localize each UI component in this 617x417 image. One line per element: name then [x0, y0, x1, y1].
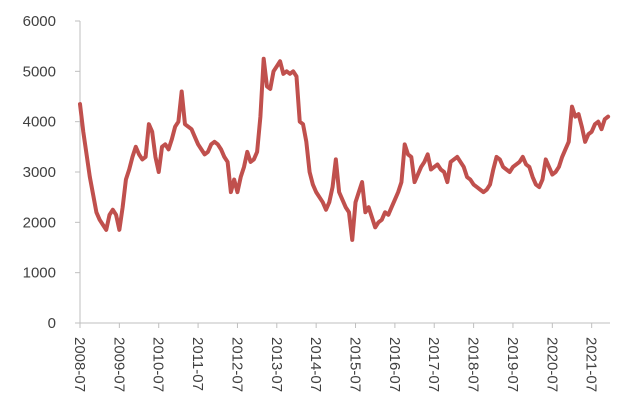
x-tick-label: 2021-07 [583, 337, 600, 392]
x-tick-label: 2011-07 [189, 337, 206, 391]
x-tick-label: 2014-07 [307, 337, 324, 392]
x-tick-label: 2020-07 [543, 337, 560, 392]
y-tick-label: 1000 [23, 265, 56, 282]
y-tick-label: 0 [48, 315, 56, 332]
x-tick-label: 2018-07 [465, 337, 482, 392]
x-tick-label: 2010-07 [150, 337, 167, 392]
x-tick-label: 2015-07 [347, 337, 364, 392]
y-tick-label: 4000 [23, 114, 56, 131]
x-tick-label: 2009-07 [110, 337, 127, 392]
data-line [78, 56, 611, 242]
x-tick-label: 2013-07 [268, 337, 285, 392]
x-tick-label: 2017-07 [425, 337, 442, 392]
x-tick-label: 2012-07 [228, 337, 245, 392]
x-tick-label: 2008-07 [71, 337, 88, 392]
y-tick-label: 5000 [23, 63, 56, 80]
y-tick-label: 6000 [23, 13, 56, 30]
x-tick-label: 2016-07 [386, 337, 403, 392]
y-tick-label: 3000 [23, 164, 56, 181]
y-tick-label: 2000 [23, 214, 56, 231]
x-tick-label: 2019-07 [504, 337, 521, 392]
